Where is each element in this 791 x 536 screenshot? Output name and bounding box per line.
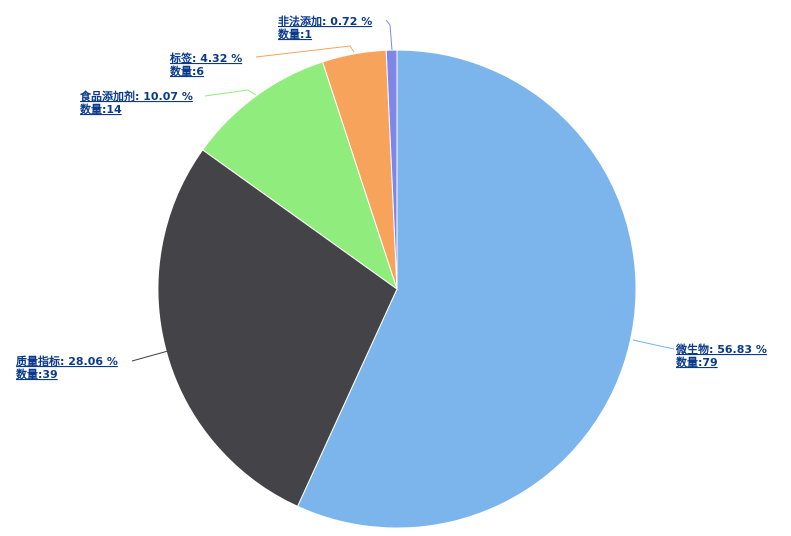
connector-line-4 [385,19,393,51]
data-label-0[interactable]: 微生物: 56.83 % [675,342,767,356]
pie-slice-2[interactable] [201,61,398,291]
count-label-1[interactable]: 数量:39 [16,367,58,381]
count-label-2[interactable]: 数量:14 [80,102,122,116]
connector-line-0 [632,339,675,350]
connector-line-3 [255,45,355,58]
pie-slice-1[interactable] [157,149,398,507]
pie-slice-0[interactable] [296,49,637,529]
data-label-2[interactable]: 食品添加剂: 10.07 % [80,89,193,103]
data-label-3[interactable]: 标签: 4.32 % [169,51,242,65]
count-label-4[interactable]: 数量:1 [278,27,312,41]
count-label-3[interactable]: 数量:6 [170,64,204,78]
pie-slice-4[interactable] [385,49,398,290]
data-label-4[interactable]: 非法添加: 0.72 % [278,14,372,28]
connector-line-2 [204,89,257,97]
data-label-1[interactable]: 质量指标: 28.06 % [16,354,118,368]
count-label-0[interactable]: 数量:79 [676,355,718,369]
connector-line-1 [131,350,169,362]
